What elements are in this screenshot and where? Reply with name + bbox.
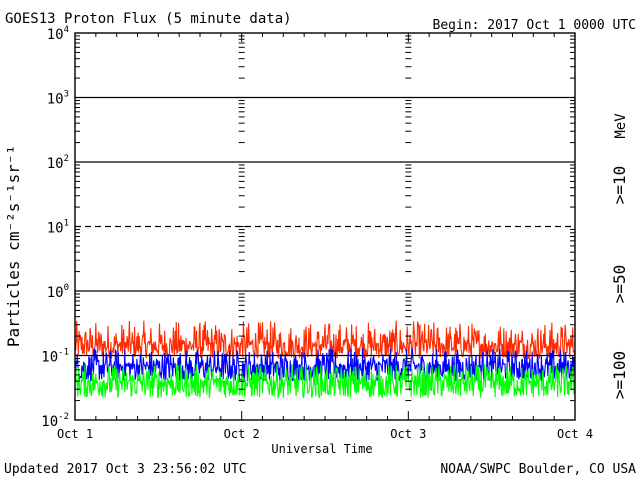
y-tick-exponent: 0	[64, 283, 69, 293]
y-tick-label: 10-1	[41, 348, 69, 366]
y-tick-label: 10-2	[41, 412, 69, 430]
series-line-3	[74, 363, 576, 400]
x-tick-labels: Oct 1 Oct 2 Oct 3 Oct 4	[57, 427, 593, 441]
legend-unit: MeV	[613, 113, 629, 139]
legend-item-1: >=10	[610, 166, 629, 205]
grid-layer	[74, 33, 576, 421]
series-layer	[74, 320, 576, 400]
begin-time: Begin: 2017 Oct 1 0000 UTC	[433, 18, 637, 33]
chart-title: GOES13 Proton Flux (5 minute data)	[5, 11, 292, 27]
y-tick-exponent: 4	[64, 25, 69, 35]
x-axis-label: Universal Time	[271, 442, 372, 456]
y-tick-label: 104	[47, 25, 69, 43]
y-tick-label: 102	[47, 154, 69, 172]
y-tick-base: 10	[47, 285, 64, 301]
y-axis-label: Particles cm⁻²s⁻¹sr⁻¹	[4, 145, 23, 347]
y-tick-base: 10	[47, 92, 64, 108]
x-tick-label: Oct 3	[390, 427, 426, 441]
y-tick-label: 103	[47, 90, 69, 108]
y-tick-exponent: 3	[64, 90, 69, 100]
y-tick-label: 100	[47, 283, 69, 301]
plot-frame	[74, 32, 576, 421]
credit: NOAA/SWPC Boulder, CO USA	[440, 462, 636, 477]
y-tick-label: 101	[47, 219, 69, 237]
y-tick-exponent: 1	[64, 219, 69, 229]
y-tick-base: 10	[47, 156, 64, 172]
legend: >=10 >=50 >=100 MeV	[610, 113, 629, 399]
y-tick-base: 10	[41, 350, 58, 366]
y-tick-base: 10	[41, 414, 58, 430]
updated-time: Updated 2017 Oct 3 23:56:02 UTC	[4, 462, 247, 477]
y-tick-exponent: -1	[58, 348, 69, 358]
legend-item-2: >=50	[610, 265, 629, 304]
x-tick-label: Oct 1	[57, 427, 93, 441]
x-tick-label: Oct 4	[557, 427, 593, 441]
y-tick-base: 10	[47, 221, 64, 237]
y-tick-base: 10	[47, 27, 64, 43]
y-tick-exponent: -2	[58, 412, 69, 422]
y-tick-exponent: 2	[64, 154, 69, 164]
x-tick-label: Oct 2	[224, 427, 260, 441]
legend-item-3: >=100	[610, 351, 629, 399]
